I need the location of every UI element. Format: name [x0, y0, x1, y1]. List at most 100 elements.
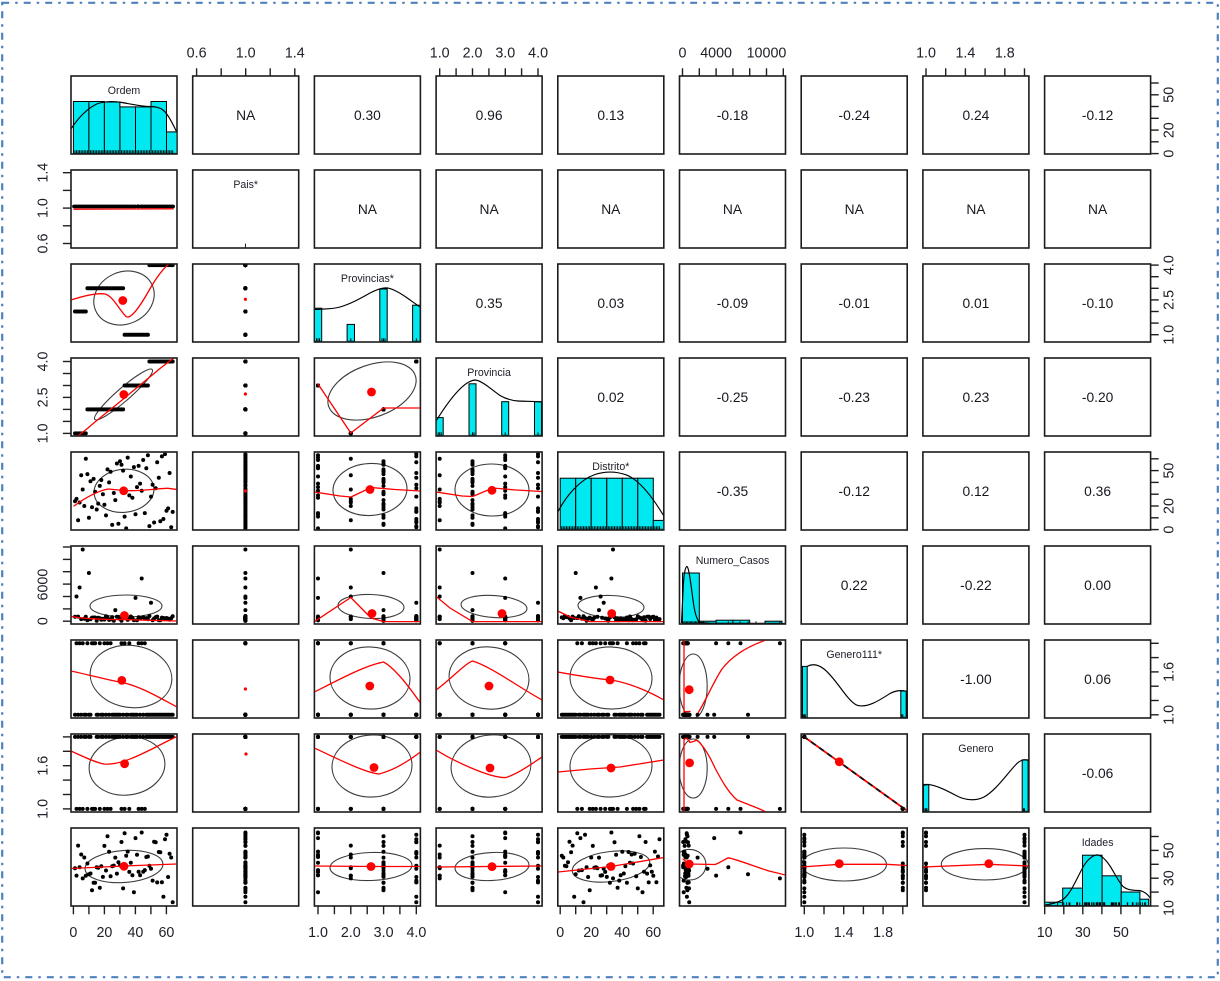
svg-text:NA: NA: [966, 202, 986, 217]
svg-text:0.03: 0.03: [597, 296, 624, 311]
svg-text:Genero: Genero: [958, 743, 993, 755]
svg-text:1.8: 1.8: [995, 46, 1015, 62]
svg-text:Pais*: Pais*: [233, 179, 258, 191]
svg-text:4000: 4000: [700, 46, 732, 62]
svg-text:NA: NA: [480, 202, 500, 217]
svg-text:4.0: 4.0: [406, 925, 426, 941]
svg-text:0.01: 0.01: [962, 296, 989, 311]
svg-text:50: 50: [1113, 925, 1129, 941]
svg-text:0: 0: [556, 925, 564, 941]
svg-text:0.22: 0.22: [841, 578, 868, 593]
svg-text:NA: NA: [1088, 202, 1108, 217]
svg-text:0.00: 0.00: [1084, 578, 1111, 593]
svg-text:10: 10: [1037, 925, 1053, 941]
svg-text:60: 60: [645, 925, 661, 941]
svg-text:1.8: 1.8: [873, 925, 893, 941]
svg-text:-0.10: -0.10: [1082, 296, 1114, 311]
svg-text:NA: NA: [358, 202, 378, 217]
svg-text:0.96: 0.96: [476, 108, 503, 123]
svg-text:-0.25: -0.25: [717, 390, 749, 405]
svg-text:1.6: 1.6: [1162, 662, 1178, 682]
svg-text:1.0: 1.0: [308, 925, 328, 941]
svg-text:Distrito*: Distrito*: [592, 461, 629, 473]
svg-text:50: 50: [1162, 842, 1178, 858]
svg-text:20: 20: [1162, 122, 1178, 138]
svg-text:0.24: 0.24: [962, 108, 989, 123]
svg-text:Numero_Casos: Numero_Casos: [696, 555, 770, 567]
svg-text:0: 0: [36, 617, 52, 625]
svg-text:-0.01: -0.01: [838, 296, 869, 311]
svg-text:6000: 6000: [36, 569, 52, 601]
svg-text:-0.12: -0.12: [838, 484, 869, 499]
svg-text:Provincia: Provincia: [467, 367, 511, 379]
svg-text:0.6: 0.6: [187, 46, 207, 62]
svg-text:Ordem: Ordem: [108, 85, 141, 97]
svg-text:1.0: 1.0: [916, 46, 936, 62]
svg-text:40: 40: [127, 925, 143, 941]
svg-text:0: 0: [1162, 526, 1178, 534]
svg-text:1.0: 1.0: [1162, 325, 1178, 345]
svg-text:1.6: 1.6: [36, 756, 52, 776]
svg-text:-0.23: -0.23: [838, 390, 870, 405]
svg-text:2.0: 2.0: [463, 46, 483, 62]
svg-text:3.0: 3.0: [495, 46, 515, 62]
svg-text:-0.35: -0.35: [717, 484, 749, 499]
svg-text:20: 20: [96, 925, 112, 941]
svg-text:1.4: 1.4: [955, 46, 975, 62]
svg-text:-1.00: -1.00: [960, 672, 992, 687]
svg-text:1.0: 1.0: [36, 198, 52, 218]
svg-text:0.12: 0.12: [962, 484, 989, 499]
svg-text:0.02: 0.02: [597, 390, 624, 405]
svg-text:2.5: 2.5: [1162, 290, 1178, 310]
svg-text:50: 50: [1162, 463, 1178, 479]
svg-text:50: 50: [1162, 87, 1178, 103]
svg-text:-0.24: -0.24: [838, 108, 870, 123]
svg-text:0.30: 0.30: [354, 108, 381, 123]
svg-text:NA: NA: [845, 202, 865, 217]
svg-text:-0.18: -0.18: [717, 108, 749, 123]
svg-text:2.5: 2.5: [36, 387, 52, 407]
svg-text:0: 0: [679, 46, 687, 62]
svg-text:0.35: 0.35: [476, 296, 503, 311]
svg-text:0: 0: [69, 925, 77, 941]
svg-text:30: 30: [1162, 870, 1178, 886]
svg-text:1.0: 1.0: [36, 799, 52, 819]
svg-text:0.06: 0.06: [1084, 672, 1111, 687]
svg-text:60: 60: [158, 925, 174, 941]
svg-text:1.0: 1.0: [236, 46, 256, 62]
svg-text:1.4: 1.4: [285, 46, 305, 62]
svg-text:4.0: 4.0: [528, 46, 548, 62]
svg-text:NA: NA: [236, 108, 256, 123]
svg-text:Provincias*: Provincias*: [341, 273, 394, 285]
svg-text:4.0: 4.0: [1162, 255, 1178, 275]
svg-text:0.13: 0.13: [597, 108, 624, 123]
svg-text:-0.06: -0.06: [1082, 766, 1114, 781]
svg-text:Genero111*: Genero111*: [826, 649, 882, 661]
svg-text:1.4: 1.4: [834, 925, 854, 941]
svg-text:Idades: Idades: [1082, 837, 1114, 849]
svg-text:10: 10: [1162, 900, 1178, 916]
svg-text:NA: NA: [601, 202, 621, 217]
svg-text:1.0: 1.0: [794, 925, 814, 941]
svg-text:0.23: 0.23: [962, 390, 989, 405]
svg-text:1.0: 1.0: [1162, 705, 1178, 725]
svg-text:0.6: 0.6: [36, 234, 52, 254]
svg-text:0.36: 0.36: [1084, 484, 1111, 499]
svg-text:1.0: 1.0: [430, 46, 450, 62]
svg-text:1.4: 1.4: [36, 163, 52, 183]
svg-text:40: 40: [614, 925, 630, 941]
svg-text:4.0: 4.0: [36, 352, 52, 372]
svg-text:-0.20: -0.20: [1082, 390, 1114, 405]
svg-text:NA: NA: [723, 202, 743, 217]
svg-text:3.0: 3.0: [374, 925, 394, 941]
svg-text:-0.22: -0.22: [960, 578, 991, 593]
svg-text:10000: 10000: [747, 46, 787, 62]
svg-text:-0.09: -0.09: [717, 296, 749, 311]
svg-text:30: 30: [1075, 925, 1091, 941]
svg-text:1.0: 1.0: [36, 423, 52, 443]
svg-text:20: 20: [583, 925, 599, 941]
svg-text:20: 20: [1162, 498, 1178, 514]
svg-text:0: 0: [1162, 150, 1178, 158]
svg-text:-0.12: -0.12: [1082, 108, 1113, 123]
svg-text:2.0: 2.0: [341, 925, 361, 941]
